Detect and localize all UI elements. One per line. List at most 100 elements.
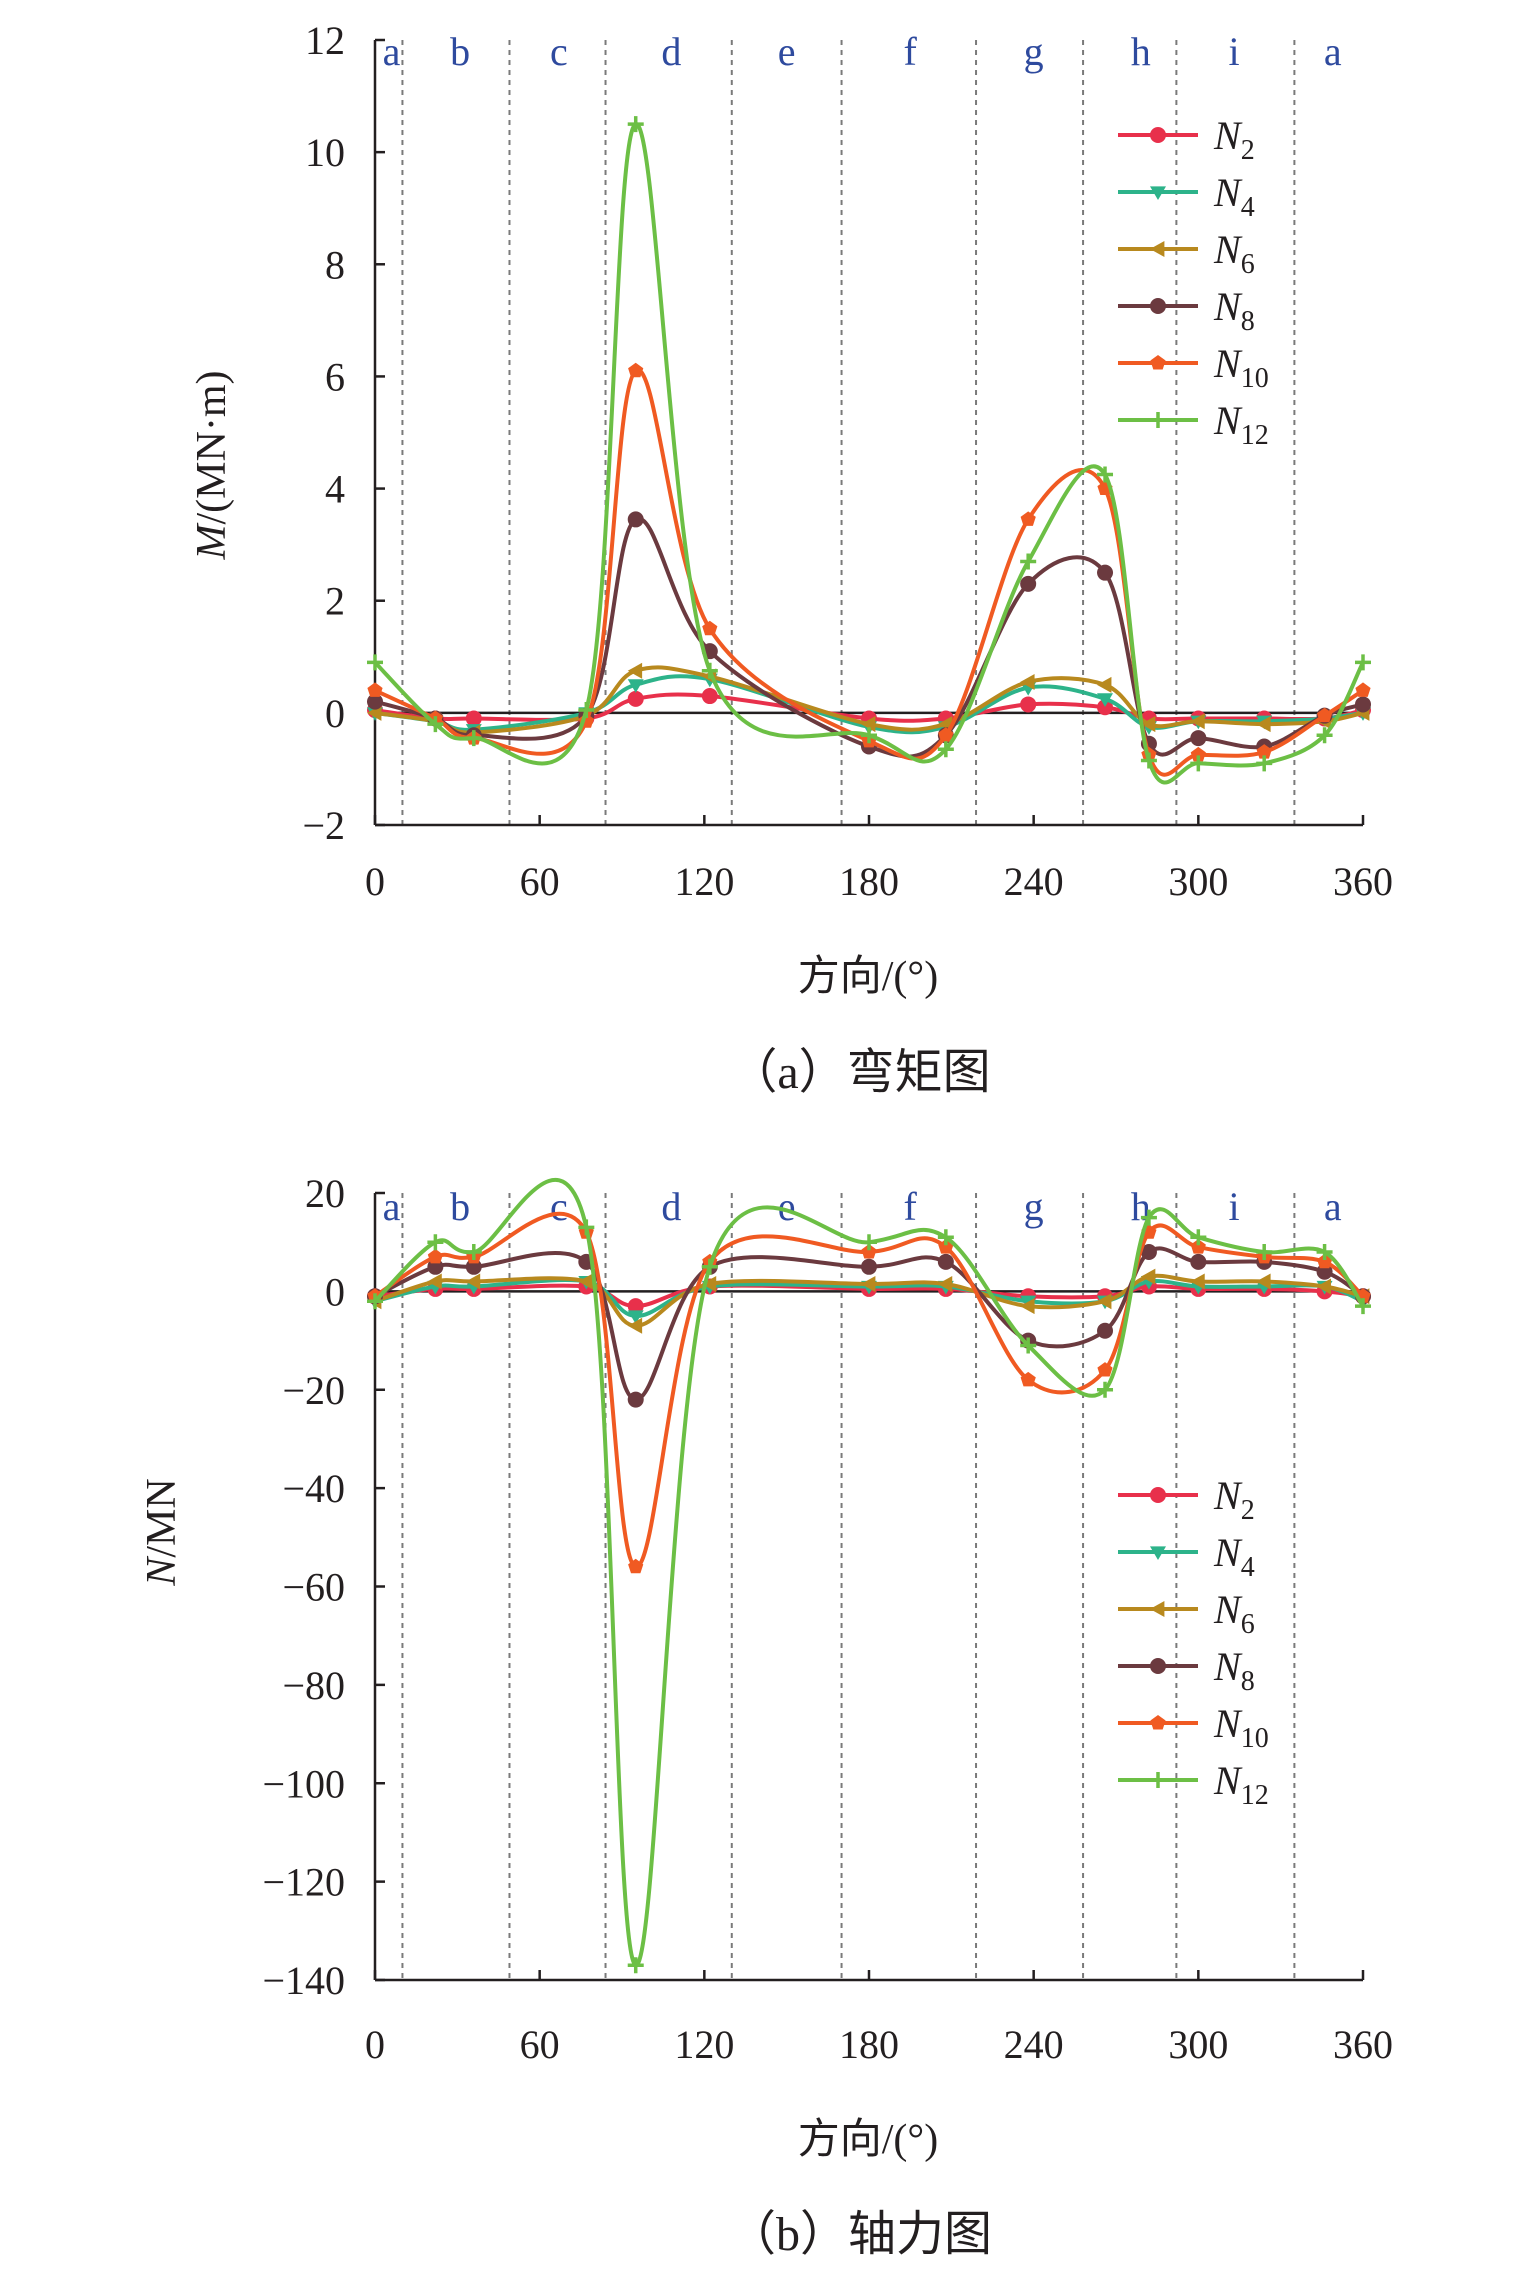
legend-marker xyxy=(1150,1601,1165,1617)
markers-n8 xyxy=(367,1244,1371,1408)
region-label-b: b xyxy=(450,1184,470,1229)
data-point-n6 xyxy=(861,716,876,733)
data-point-n6 xyxy=(1140,716,1156,733)
region-label-b: g xyxy=(1024,1184,1044,1229)
y-tick-label-b: −20 xyxy=(282,1368,345,1413)
y-tick-label-a: 10 xyxy=(305,130,345,175)
legend-marker xyxy=(1150,355,1166,370)
data-point-n8 xyxy=(1355,696,1371,713)
series-line-n4 xyxy=(374,1278,1364,1319)
data-point-n10 xyxy=(702,620,718,636)
caption-b: （b）轴力图 xyxy=(728,2208,992,2261)
legend-marker xyxy=(1150,241,1165,257)
region-label-a: e xyxy=(778,29,796,74)
data-point-n8 xyxy=(1140,1244,1157,1261)
y-tick-label-a: −2 xyxy=(302,803,345,848)
x-tick-label-a: 240 xyxy=(1004,859,1064,904)
legend-item-n6: N6 xyxy=(1118,1587,1255,1640)
region-label-a: d xyxy=(661,29,681,74)
legend-label: N6 xyxy=(1213,227,1255,280)
series-line-n6 xyxy=(374,1273,1364,1328)
series-group-a xyxy=(367,116,1371,785)
legend-label: N12 xyxy=(1213,398,1269,451)
caption-a: （a）弯矩图 xyxy=(729,1046,990,1099)
data-point-n6 xyxy=(627,1317,643,1334)
y-tick-label-b: −60 xyxy=(282,1565,345,1610)
data-point-n10 xyxy=(1317,1253,1333,1269)
data-point-n6 xyxy=(1190,1273,1205,1290)
data-point-n8 xyxy=(367,693,383,710)
data-point-n12 xyxy=(578,702,595,719)
data-point-n6 xyxy=(937,1275,953,1292)
markers-n12 xyxy=(367,116,1371,772)
legend-item-n12: N12 xyxy=(1118,1758,1269,1811)
legend-item-n4: N4 xyxy=(1118,170,1255,223)
y-tick-label-a: 6 xyxy=(325,354,345,399)
region-label-a: a xyxy=(1324,29,1342,74)
data-point-n6 xyxy=(1020,674,1035,691)
data-point-n12 xyxy=(427,1234,444,1251)
y-tick-label-b: −120 xyxy=(262,1860,345,1905)
region-label-a: i xyxy=(1228,29,1239,74)
legend-item-n10: N10 xyxy=(1118,341,1269,394)
legend-marker xyxy=(1150,1715,1166,1730)
x-tick-label-a: 0 xyxy=(365,859,385,904)
legend-item-n2: N2 xyxy=(1118,113,1255,166)
data-point-n12 xyxy=(1020,1337,1037,1354)
data-point-n8 xyxy=(627,511,644,528)
x-tick-label-a: 120 xyxy=(674,859,734,904)
legend-label: N4 xyxy=(1213,170,1255,223)
data-point-n2 xyxy=(627,1298,644,1315)
region-boundaries-a xyxy=(401,40,1296,825)
x-tick-label-b: 360 xyxy=(1333,2022,1393,2067)
data-point-n8 xyxy=(1097,1322,1114,1339)
y-tick-label-b: −80 xyxy=(282,1663,345,1708)
data-point-n12 xyxy=(1140,752,1157,769)
data-point-n6 xyxy=(1256,716,1271,733)
legend-item-n12: N12 xyxy=(1118,398,1269,451)
markers-n6 xyxy=(367,1268,1370,1334)
data-point-n2 xyxy=(701,688,718,705)
region-label-b: e xyxy=(778,1184,796,1229)
legend-marker xyxy=(1150,1487,1166,1503)
data-point-n6 xyxy=(1256,1273,1271,1290)
x-tick-label-a: 180 xyxy=(839,859,899,904)
data-point-n12 xyxy=(701,1258,718,1275)
y-tick-label-b: −140 xyxy=(262,1958,345,2003)
markers-n10 xyxy=(367,1224,1371,1574)
region-label-a: c xyxy=(550,29,568,74)
data-point-n12 xyxy=(1256,1244,1273,1261)
data-point-n10 xyxy=(1190,746,1206,762)
legend-label: N2 xyxy=(1213,1473,1255,1526)
data-point-n12 xyxy=(1316,727,1333,744)
data-point-n12 xyxy=(427,716,444,733)
y-axis-label-a-unit: /(MN·m) xyxy=(189,371,235,525)
data-point-n10 xyxy=(1256,744,1272,759)
x-axis-label-a: 方向/(°) xyxy=(798,954,938,1000)
legend-label: N6 xyxy=(1213,1587,1255,1640)
data-point-n12 xyxy=(1020,553,1037,570)
legend-item-n10: N10 xyxy=(1118,1701,1269,1754)
region-label-b: f xyxy=(904,1184,918,1229)
region-label-a: g xyxy=(1024,29,1044,74)
data-point-n6 xyxy=(1316,1278,1331,1295)
data-point-n2 xyxy=(627,690,644,707)
series-line-n8 xyxy=(374,1246,1365,1402)
legend-marker xyxy=(1150,412,1166,428)
legend-label: N4 xyxy=(1213,1530,1255,1583)
data-point-n12 xyxy=(1190,755,1207,772)
region-label-b: i xyxy=(1228,1184,1239,1229)
data-point-n10 xyxy=(628,1558,644,1574)
data-point-n12 xyxy=(937,741,954,758)
y-tick-label-a: 0 xyxy=(325,691,345,736)
legend-label: N10 xyxy=(1213,341,1269,394)
data-point-n12 xyxy=(367,1293,383,1310)
data-point-n2 xyxy=(465,710,482,727)
series-line-n6 xyxy=(374,665,1364,735)
data-point-n4 xyxy=(627,1310,644,1324)
